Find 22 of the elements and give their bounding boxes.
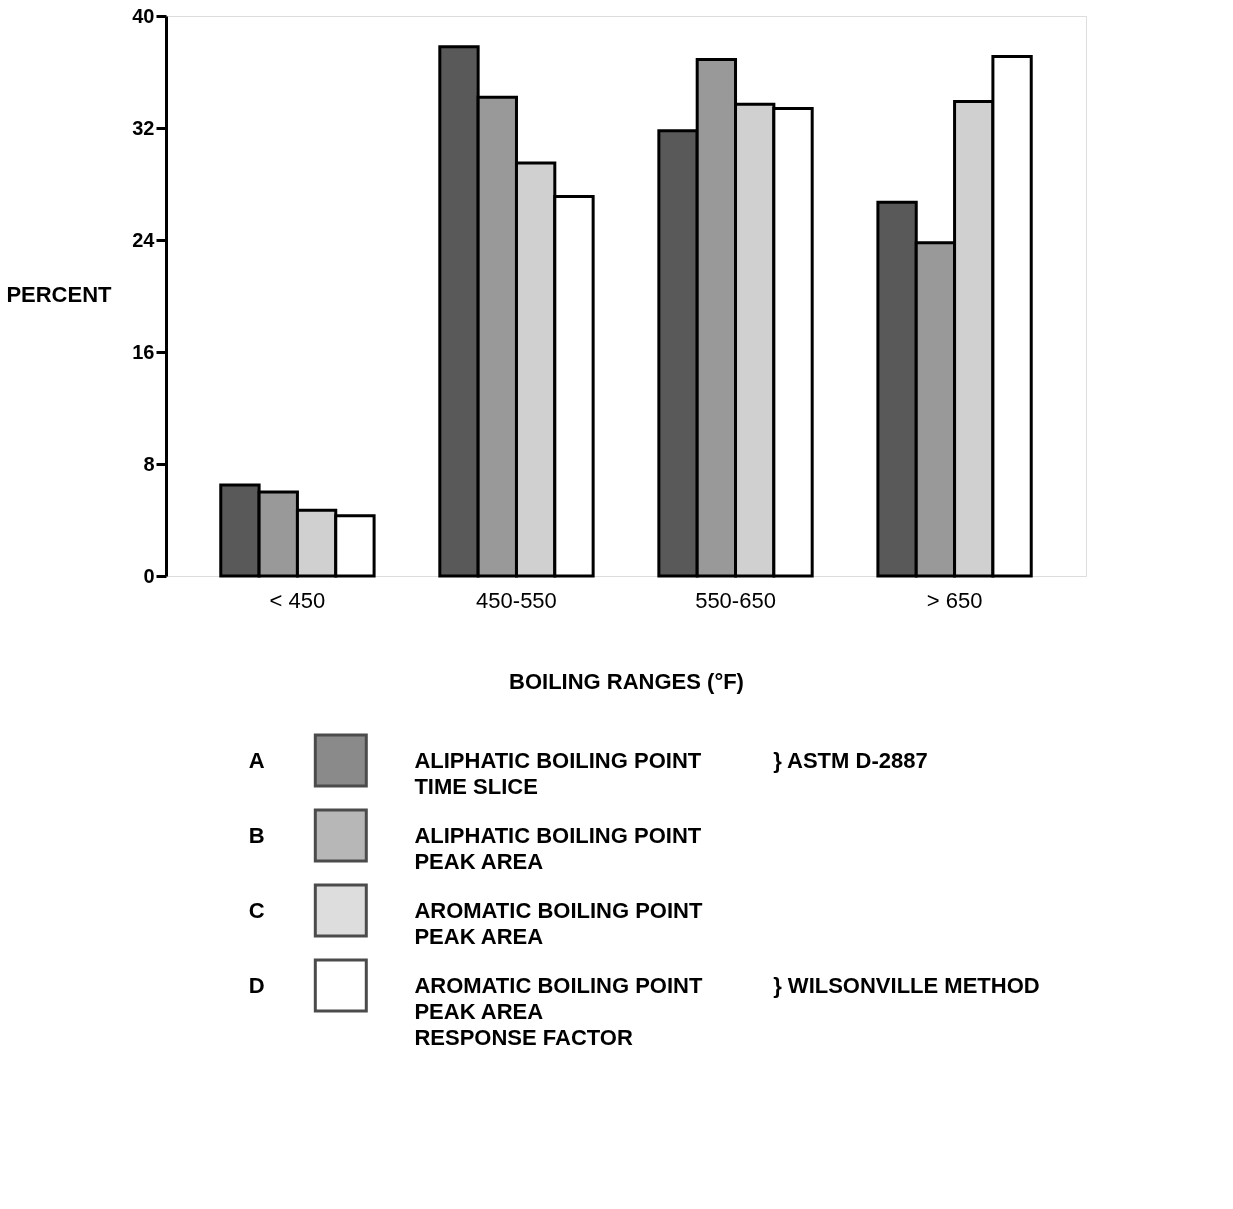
y-tick-label: 32: [132, 116, 155, 139]
x-axis-title: BOILING RANGES (°F): [509, 668, 744, 694]
x-tick-label: < 450: [269, 587, 326, 613]
y-axis-title: PERCENT: [6, 281, 113, 307]
text: } WILSONVILLE METHOD: [773, 972, 1040, 998]
text: A: [248, 747, 265, 773]
legend-label: ALIPHATIC BOILING POINT PEAK AREA: [414, 822, 702, 874]
legend-label: AROMATIC BOILING POINT PEAK AREA: [414, 897, 703, 949]
text: C: [248, 897, 265, 923]
x-tick-label: > 650: [926, 587, 983, 613]
text: B: [248, 822, 265, 848]
x-tick-label: 550-650: [695, 587, 776, 613]
y-tick-label: 8: [143, 452, 155, 475]
x-tick-label: 450-550: [476, 587, 557, 613]
y-tick-label: 40: [132, 4, 155, 27]
y-tick-label: 16: [132, 340, 155, 363]
y-tick-label: 24: [132, 228, 156, 251]
legend-label: ALIPHATIC BOILING POINT TIME SLICE: [414, 747, 702, 799]
text: } ASTM D-2887: [773, 747, 928, 773]
legend-label: AROMATIC BOILING POINT PEAK AREA RESPONSE FACTOR: [414, 972, 703, 1050]
y-tick-label: 0: [143, 564, 155, 587]
text: D: [248, 972, 265, 998]
